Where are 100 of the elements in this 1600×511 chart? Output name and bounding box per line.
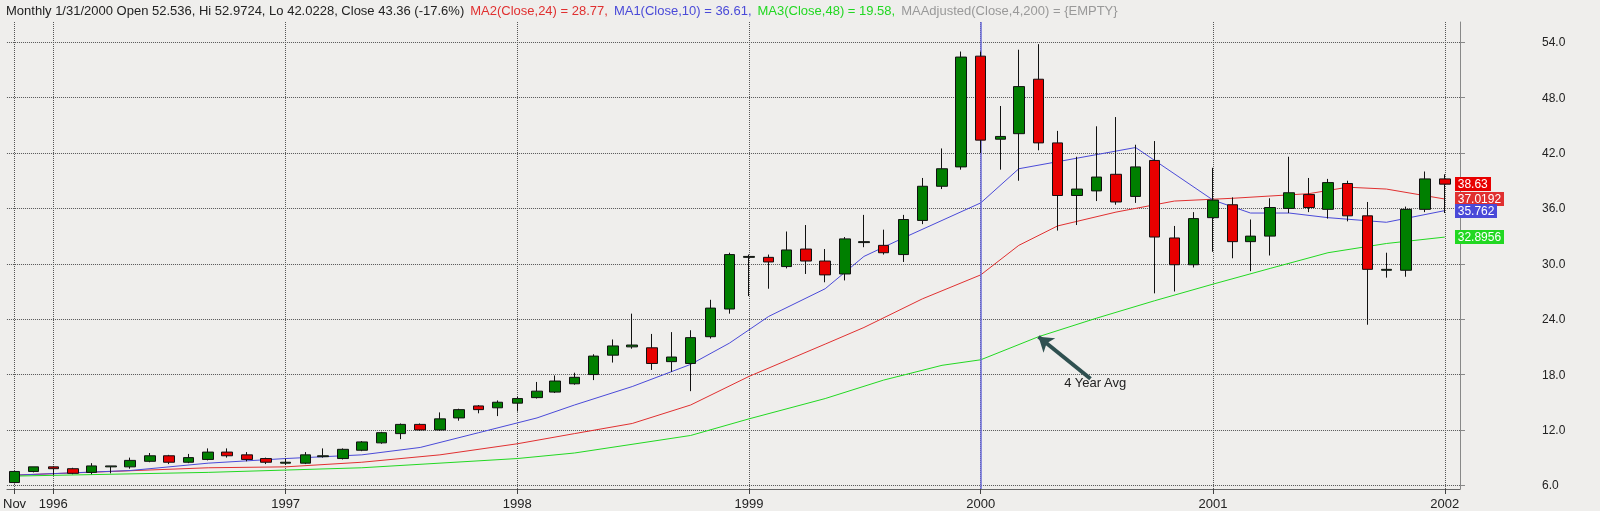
y-tick-label: 36.0	[1542, 201, 1566, 216]
candlestick	[800, 224, 812, 275]
data-label: 37.0192	[1454, 192, 1505, 207]
candlestick	[743, 254, 755, 297]
candlestick	[1013, 49, 1025, 182]
x-tick-label: 1996	[38, 496, 68, 511]
candlestick	[280, 458, 291, 466]
candlestick	[1362, 201, 1373, 326]
candlestick	[588, 353, 599, 381]
candlestick	[492, 399, 503, 417]
candlestick	[163, 454, 175, 465]
candlestick	[241, 451, 253, 462]
candlestick	[917, 177, 928, 225]
x-tick-label: 2000	[966, 496, 996, 511]
candlestick	[395, 422, 406, 440]
candlestick	[607, 338, 619, 364]
y-tick-label: 12.0	[1542, 422, 1566, 437]
candlestick	[1130, 144, 1141, 204]
y-tick-label: 18.0	[1542, 367, 1566, 382]
annotation: 4 Year Avg	[1064, 374, 1127, 390]
candlestick	[1283, 156, 1295, 214]
candlestick	[819, 248, 831, 283]
candlestick	[724, 252, 735, 315]
candlestick	[414, 422, 426, 432]
candlestick	[1091, 125, 1102, 202]
candlestick	[705, 299, 716, 340]
candlestick	[878, 229, 889, 256]
x-tick-label: 1997	[271, 496, 301, 511]
candlestick	[995, 105, 1006, 171]
candlestick	[1342, 180, 1353, 222]
candlestick	[434, 411, 446, 432]
candlestick	[955, 51, 967, 171]
candlestick	[512, 396, 523, 412]
candlestick	[86, 462, 97, 475]
candlestick	[260, 457, 272, 465]
candlestick	[1033, 43, 1044, 151]
candlestick	[626, 313, 638, 350]
candlestick	[202, 447, 214, 461]
candlestick	[356, 440, 368, 452]
candlestick	[858, 214, 870, 248]
candlestick	[936, 147, 948, 190]
candlestick	[183, 453, 194, 464]
candlestick	[300, 451, 311, 465]
candlestick	[839, 236, 851, 281]
candlestick	[1400, 206, 1412, 278]
candlestick	[1110, 116, 1122, 206]
candlestick	[453, 408, 465, 422]
text: MA2(Close,24) = 28.77,	[470, 3, 608, 18]
candlestick	[67, 467, 79, 475]
candlestick	[48, 465, 59, 476]
candlestick	[473, 404, 484, 414]
y-tick-label: 42.0	[1542, 146, 1566, 161]
y-tick-label: 6.0	[1542, 478, 1560, 493]
candlestick	[666, 331, 677, 373]
candlestick	[1303, 177, 1315, 213]
candlestick	[1322, 178, 1334, 220]
candlestick	[317, 447, 329, 459]
candlestick	[1227, 196, 1238, 259]
candlestick	[646, 333, 658, 371]
candlestick	[1071, 156, 1083, 226]
x-tick-label: 1998	[502, 496, 532, 511]
candlestick	[105, 465, 117, 474]
data-label: 35.762	[1454, 203, 1498, 218]
candlestick	[9, 470, 20, 484]
text: MA1(Close,10) = 36.61,	[613, 3, 752, 18]
candlestick	[1419, 171, 1431, 213]
text: MA3(Close,48) = 19.58,	[757, 3, 896, 18]
candlestick	[144, 452, 156, 463]
candlestick	[975, 51, 986, 154]
candlestick	[781, 231, 792, 269]
candlestick	[1169, 225, 1180, 292]
x-tick-label: 2001	[1198, 496, 1228, 511]
text: 38.63	[1457, 177, 1488, 192]
candlestick	[1245, 219, 1256, 272]
candlestick	[898, 214, 909, 263]
candlestick	[685, 329, 696, 392]
candlestick	[549, 374, 561, 394]
candlestick	[124, 457, 136, 470]
candlestick	[1439, 173, 1451, 214]
y-tick-label: 30.0	[1542, 256, 1566, 271]
candlestick	[337, 447, 349, 460]
candlestick	[376, 431, 387, 445]
y-tick-label: 48.0	[1542, 90, 1566, 105]
candlestick	[1149, 140, 1160, 294]
candlestick	[763, 254, 774, 290]
candlestick	[1052, 130, 1063, 232]
candlestick	[531, 381, 543, 400]
x-tick-label: Nov	[3, 496, 27, 511]
data-label: 32.8956	[1454, 230, 1505, 245]
candlestick	[1381, 252, 1392, 279]
y-tick-label: 24.0	[1542, 312, 1566, 327]
candlestick	[1264, 197, 1276, 256]
y-tick-label: 54.0	[1542, 35, 1566, 50]
candlestick	[221, 447, 233, 459]
text: MAAdjusted(Close,4,200) = {EMPTY}	[901, 3, 1118, 18]
chart-title: Monthly 1/31/2000 Open 52.536, Hi 52.9724, Lo 42.0228, Close 43.36 (-17.6%)	[6, 3, 465, 18]
candlestick	[1188, 211, 1199, 268]
x-tick-label: 2002	[1430, 496, 1460, 511]
candlestick	[569, 372, 580, 386]
candlestick	[28, 466, 39, 473]
